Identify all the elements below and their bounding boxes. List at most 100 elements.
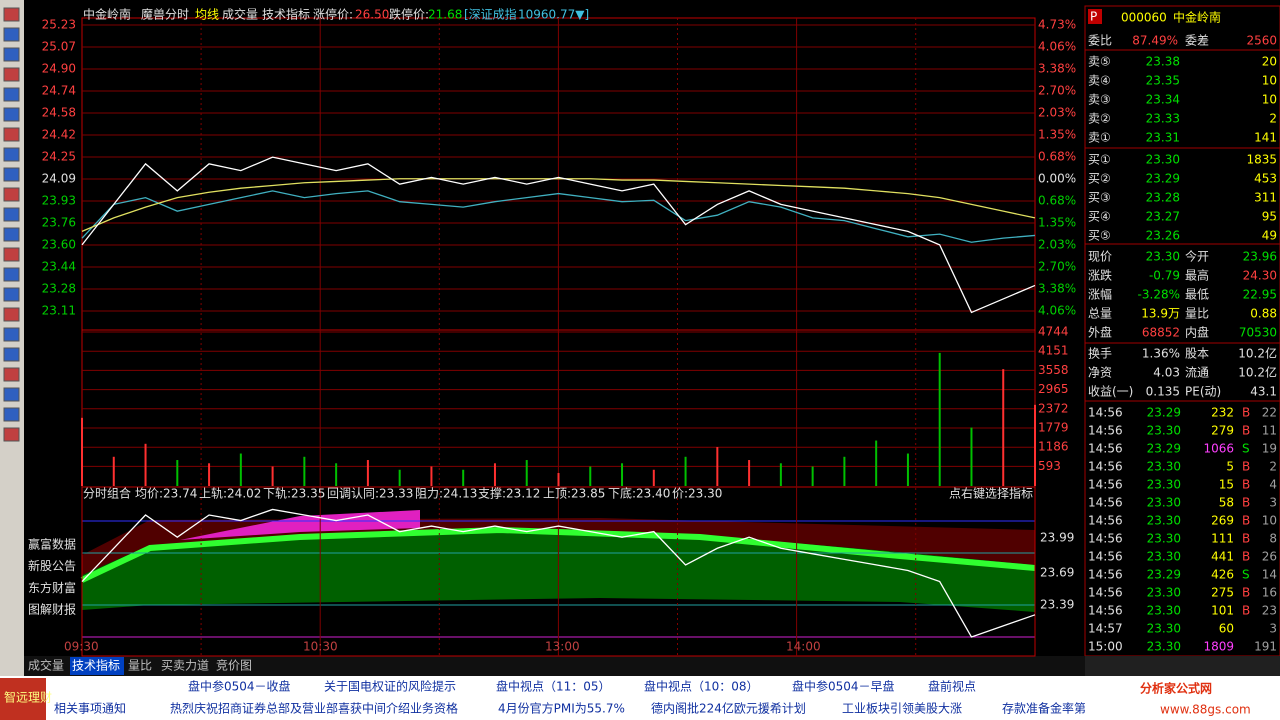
header-index_value: 10960.77▼] (518, 8, 589, 22)
tab[interactable]: 技术指标 (72, 658, 120, 673)
news-link[interactable]: 盘中参0504－收盘 (188, 679, 291, 694)
indicator-magenta (180, 510, 420, 540)
price-label: 24.90 (42, 62, 76, 76)
indicator-item: 分时组合 (83, 486, 131, 501)
price-label: 23.28 (42, 282, 76, 296)
volume-bar (398, 469, 401, 486)
volume-bar (938, 352, 941, 486)
pct-label: 1.35% (1038, 128, 1076, 142)
header-name: 中金岭南 (83, 7, 131, 22)
side-link[interactable]: 图解财报 (28, 602, 76, 617)
book-volume: 453 (1254, 172, 1277, 186)
trade-price: 23.30 (1147, 622, 1181, 636)
tool-icon (3, 27, 20, 42)
stat-label: 股本 (1185, 347, 1209, 361)
volume-label: 1186 (1038, 440, 1069, 454)
news-link[interactable]: 关于国电权证的风险提示 (324, 679, 456, 694)
price-label: 23.44 (42, 260, 76, 274)
trade-side: B (1242, 460, 1250, 474)
stat-value: 0.88 (1250, 307, 1277, 321)
volume-bar (621, 463, 624, 486)
tab[interactable]: 成交量 (28, 658, 64, 673)
side-link[interactable]: 赢富数据 (28, 537, 76, 552)
book-volume: 1835 (1246, 153, 1277, 167)
time-label: 09:30 (64, 640, 99, 654)
brand-site: www.88gs.com (1160, 703, 1251, 717)
tab[interactable]: 买卖力道 (161, 659, 209, 673)
stat-value: 10.2亿 (1238, 346, 1277, 361)
trade-price: 23.29 (1147, 568, 1181, 582)
volume-bar (843, 456, 846, 486)
volume-bar (335, 463, 338, 486)
price-label: 25.23 (42, 18, 76, 32)
pct-label: 2.70% (1038, 84, 1076, 98)
trade-volume: 58 (1219, 496, 1234, 510)
tool-icon (3, 127, 20, 142)
tool-icon (3, 67, 20, 82)
trade-side: B (1242, 550, 1250, 564)
tab[interactable]: 竞价图 (216, 659, 252, 673)
stat-value: 70530 (1239, 326, 1277, 340)
news-link[interactable]: 盘前视点 (928, 679, 976, 694)
volume-label: 4151 (1038, 344, 1069, 358)
trade-price: 23.30 (1147, 532, 1181, 546)
trade-volume: 279 (1211, 424, 1234, 438)
trade-time: 14:56 (1088, 406, 1123, 420)
news-link[interactable]: 盘中视点（11：05） (496, 679, 611, 694)
volume-bar (81, 417, 83, 486)
side-link[interactable]: 东方财富 (28, 580, 76, 595)
book-volume: 49 (1262, 229, 1277, 243)
indicator-axis: 23.69 (1040, 566, 1074, 580)
book-label: 卖⑤ (1088, 55, 1111, 69)
label: 委比 (1088, 34, 1112, 48)
trade-time: 14:56 (1088, 568, 1123, 582)
volume-label: 3558 (1038, 363, 1069, 377)
trade-volume: 232 (1211, 406, 1234, 420)
book-price: 23.30 (1146, 153, 1180, 167)
tool-icon (3, 247, 20, 262)
tab[interactable]: 量比 (128, 659, 152, 673)
volume-bar (589, 466, 592, 486)
label: 委差 (1185, 34, 1209, 48)
news-link[interactable]: 盘中参0504－早盘 (792, 679, 895, 694)
book-price: 23.33 (1146, 112, 1180, 126)
trade-time: 14:56 (1088, 442, 1123, 456)
stat-label: 收益(一) (1088, 385, 1133, 399)
stat-label: 涨跌 (1088, 268, 1112, 283)
news-link[interactable]: 工业板块引领美股大涨 (842, 701, 962, 716)
news-link[interactable]: 存款准备金率第二 (1002, 701, 1098, 716)
trade-volume: 101 (1211, 604, 1234, 618)
volume-bar (906, 453, 909, 486)
trade-time: 14:56 (1088, 514, 1123, 528)
trade-time: 14:56 (1088, 478, 1123, 492)
indicator-item: 阻力:24.13 (415, 487, 477, 501)
volume-bar (525, 460, 528, 486)
trade-time: 14:57 (1088, 622, 1123, 636)
news-link[interactable]: 相关事项通知 (54, 702, 126, 716)
pct-label: 2.03% (1038, 106, 1076, 120)
tool-icon (3, 347, 20, 362)
news-link[interactable]: 4月份官方PMI为55.7% (498, 701, 625, 716)
pct-label: 2.03% (1038, 238, 1076, 252)
news-link[interactable]: 盘中视点（10：08） (644, 679, 759, 694)
indicator-axis: 23.39 (1040, 598, 1074, 612)
news-link[interactable]: 热烈庆祝招商证券总部及营业部喜获中间介绍业务资格 (170, 701, 458, 716)
book-volume: 311 (1254, 191, 1277, 205)
stat-label: 量比 (1185, 307, 1209, 321)
trade-price: 23.30 (1147, 478, 1181, 492)
side-link[interactable]: 新股公告 (28, 558, 76, 573)
trade-time: 14:56 (1088, 550, 1123, 564)
trade-time: 14:56 (1088, 496, 1123, 510)
news-link[interactable]: 德内阁批224亿欧元援希计划 (651, 701, 806, 716)
pct-label: 4.06% (1038, 304, 1076, 318)
book-volume: 95 (1262, 210, 1277, 224)
tab-bar-right (1085, 656, 1280, 676)
header-limit_down: 21.68 (428, 8, 462, 22)
value: 2560 (1246, 34, 1277, 48)
trade-side: B (1242, 496, 1250, 510)
price-label: 24.74 (42, 84, 76, 98)
value: 87.49% (1132, 34, 1178, 48)
book-label: 买⑤ (1088, 229, 1111, 243)
pct-label: 0.68% (1038, 194, 1076, 208)
